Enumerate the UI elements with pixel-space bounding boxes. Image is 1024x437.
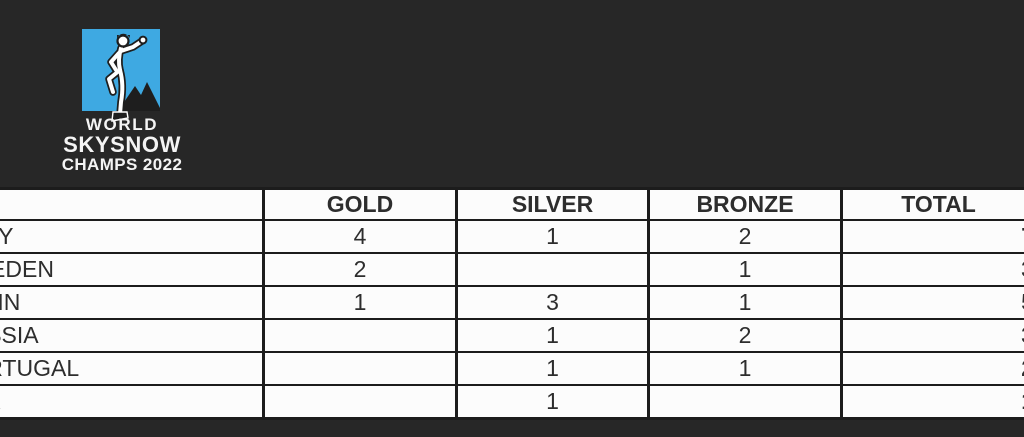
country-cell: SWEDEN	[0, 252, 265, 287]
silver-column-header: SILVER	[455, 187, 650, 221]
gold-cell	[262, 351, 458, 386]
total-cell: 5	[840, 285, 1024, 320]
total-cell: 3	[840, 318, 1024, 353]
table-row-sweden: SWEDEN 2 1 3	[0, 252, 1024, 287]
bronze-cell: 1	[647, 285, 843, 320]
total-cell: 2	[840, 351, 1024, 386]
table-row-russia: RUSSIA 1 2 3	[0, 318, 1024, 353]
bronze-cell	[647, 384, 843, 420]
table-row-portugal: PORTUGAL 1 1 2	[0, 351, 1024, 386]
bronze-cell: 2	[647, 318, 843, 353]
country-cell: RUSSIA	[0, 318, 265, 353]
bronze-cell: 2	[647, 219, 843, 254]
logo-line-world: WORLD	[85, 115, 159, 134]
silver-cell	[455, 252, 650, 287]
header-row: GOLD SILVER BRONZE TOTAL	[0, 187, 1024, 221]
bronze-cell: 1	[647, 351, 843, 386]
logo-line-skysnow: SKYSNOW	[63, 132, 181, 157]
country-cell: USA	[0, 384, 265, 420]
bronze-cell: 1	[647, 252, 843, 287]
gold-cell	[262, 384, 458, 420]
country-header-blank	[0, 187, 265, 221]
country-cell: SPAIN	[0, 285, 265, 320]
skyrunner-logo-icon	[82, 29, 160, 126]
total-cell: 7	[840, 219, 1024, 254]
silver-cell: 3	[455, 285, 650, 320]
total-cell: 3	[840, 252, 1024, 287]
country-cell: PORTUGAL	[0, 351, 265, 386]
gold-cell	[262, 318, 458, 353]
table-row-italy: ITALY 4 1 2 7	[0, 219, 1024, 254]
silver-cell: 1	[455, 351, 650, 386]
gold-column-header: GOLD	[262, 187, 458, 221]
silver-cell: 1	[455, 384, 650, 420]
gold-cell: 1	[262, 285, 458, 320]
gold-cell: 2	[262, 252, 458, 287]
silver-cell: 1	[455, 219, 650, 254]
total-column-header: TOTAL	[840, 187, 1024, 221]
gold-cell: 4	[262, 219, 458, 254]
medal-table-container: GOLD SILVER BRONZE TOTAL ITALY 4 1 2 7 S…	[0, 187, 1024, 420]
table-row-usa: USA 1 1	[0, 384, 1024, 420]
logo-line-champs: CHAMPS 2022	[61, 155, 183, 174]
bronze-column-header: BRONZE	[647, 187, 843, 221]
country-cell: ITALY	[0, 219, 265, 254]
logo-wordmark: WORLD SKYSNOW CHAMPS 2022	[28, 115, 216, 175]
table-row-spain: SPAIN 1 3 1 5	[0, 285, 1024, 320]
silver-cell: 1	[455, 318, 650, 353]
medal-table: GOLD SILVER BRONZE TOTAL ITALY 4 1 2 7 S…	[0, 187, 1024, 420]
total-cell: 1	[840, 384, 1024, 420]
